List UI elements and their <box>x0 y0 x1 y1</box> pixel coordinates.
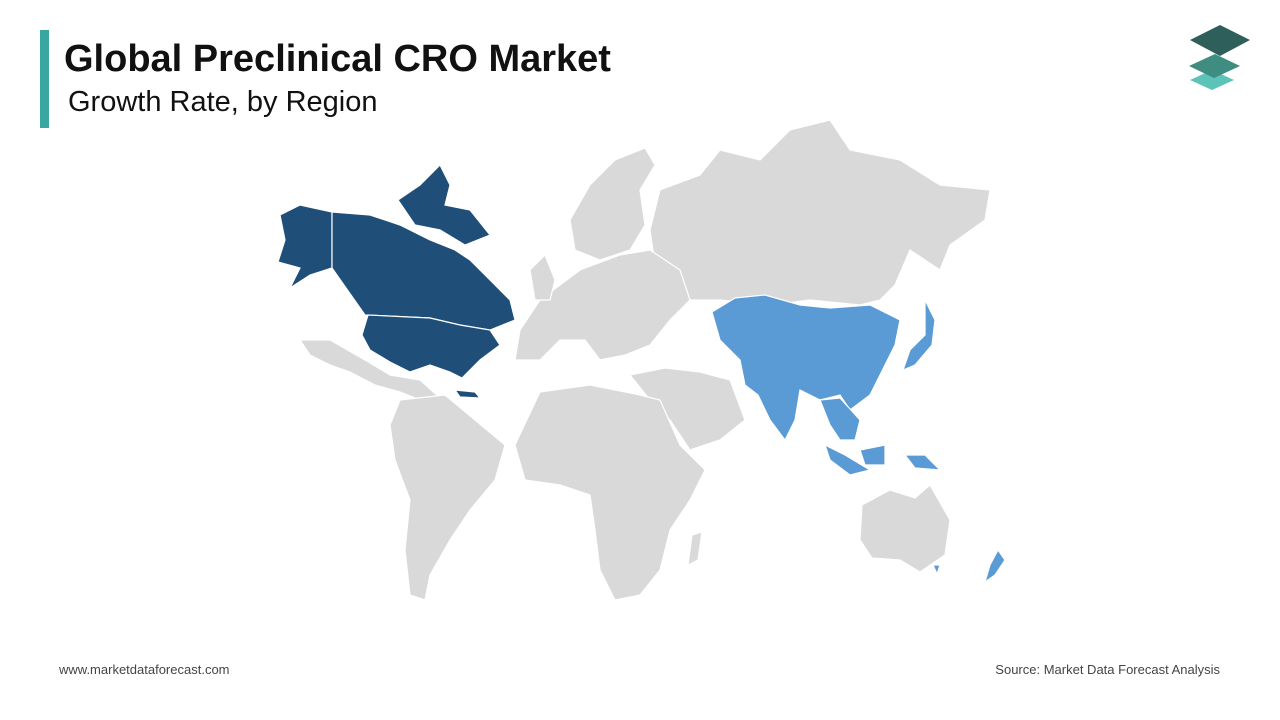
region-uk <box>529 253 556 301</box>
region-southeast-asia <box>819 397 861 441</box>
region-scandinavia <box>569 147 656 261</box>
region-asia <box>711 294 901 442</box>
region-usa <box>361 314 501 379</box>
region-arctic-islands <box>397 163 491 246</box>
region-europe <box>514 249 691 361</box>
source: Source: Market Data Forecast Analysis <box>995 662 1220 677</box>
region-africa <box>514 384 706 601</box>
region-canada <box>331 211 516 331</box>
region-russia <box>649 119 991 306</box>
title: Global Preclinical CRO Market <box>64 38 611 80</box>
logo <box>1189 25 1250 90</box>
region-indonesia <box>823 443 942 476</box>
region-australia <box>859 484 951 573</box>
region-caribbean <box>453 389 482 399</box>
region-alaska <box>277 204 333 290</box>
region-japan <box>901 299 936 372</box>
region-south-america <box>389 394 506 601</box>
subtitle: Growth Rate, by Region <box>68 86 378 118</box>
title-accent <box>40 30 49 128</box>
region-madagascar <box>687 531 703 567</box>
region-new-zealand <box>932 548 1006 584</box>
website: www.marketdataforecast.com <box>59 662 230 677</box>
